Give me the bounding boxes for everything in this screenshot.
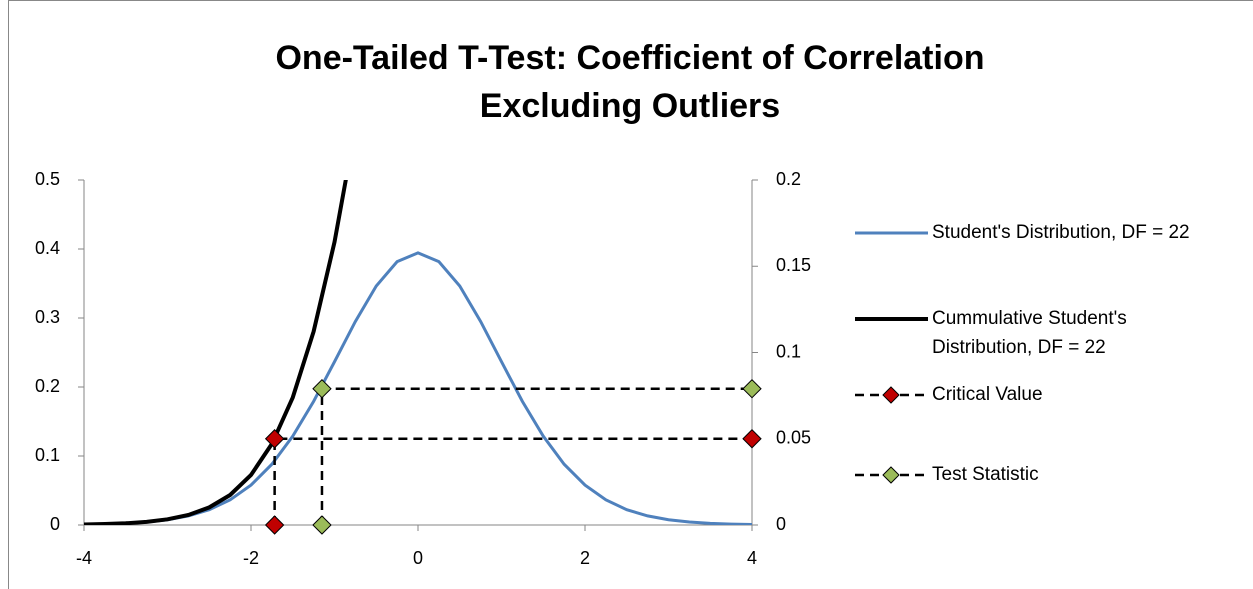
y2-tick-label: 0.15 [776,255,811,275]
y-tick-label: 0.3 [35,307,60,327]
marker [312,515,332,535]
legend-marker [882,466,900,484]
chart-title: One-Tailed T-Test: Coefficient of Correl… [275,39,984,77]
y-tick-label: 0.5 [35,169,60,189]
legend-label: Cummulative Student's Distribution, DF =… [932,308,1127,358]
x-tick-label: -2 [243,548,259,568]
series-line [84,180,348,525]
x-tick-label: 0 [413,548,423,568]
y-tick-label: 0 [50,514,60,534]
marker [742,379,762,399]
chart-title: Excluding Outliers [480,87,780,125]
y2-tick-label: 0 [776,514,786,534]
plot [84,180,752,525]
x-tick-label: 4 [747,548,757,568]
x-tick-label: -4 [76,548,92,568]
y2-tick-label: 0.05 [776,428,811,448]
y2-tick-label: 0.1 [776,341,801,361]
series-line [273,437,752,525]
marker [742,429,762,449]
legend-marker [882,386,900,404]
legend-label: Student's Distribution, DF = 22 [932,222,1190,243]
y-tick-label: 0.1 [35,445,60,465]
chart-border [8,0,1253,589]
legend-label: Test Statistic [932,464,1039,485]
marker [264,429,285,449]
series-line [320,387,752,525]
y-tick-label: 0.2 [35,376,60,396]
y2-tick-label: 0.2 [776,169,801,189]
marker [312,379,332,399]
marker [264,515,285,535]
x-tick-label: 2 [580,548,590,568]
y-tick-label: 0.4 [35,238,60,258]
legend-label: Critical Value [932,384,1043,405]
